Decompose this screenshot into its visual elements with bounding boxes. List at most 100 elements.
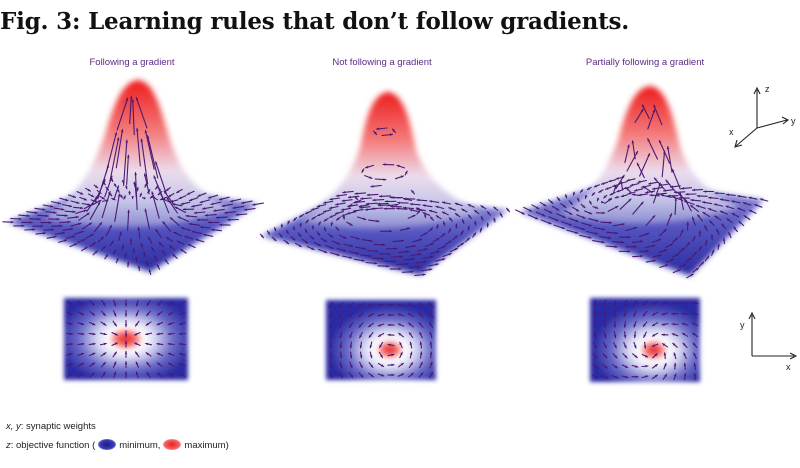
surface-arrow-head	[342, 216, 346, 220]
field-arrow-head	[388, 333, 391, 337]
field-arrow-head	[134, 332, 138, 336]
field-arrow-head	[168, 302, 172, 305]
field-arrow-head	[419, 322, 422, 326]
surface-arrow-head	[152, 196, 156, 199]
surface-arrow-head	[588, 211, 592, 215]
field-arrow-head	[623, 335, 627, 338]
field-arrow-head	[604, 365, 608, 369]
field-arrow-head	[113, 303, 117, 306]
surface-arrow-head	[173, 232, 177, 235]
surface-arrow-head	[194, 211, 197, 215]
surface-arrow-head	[311, 216, 315, 220]
field-arrow-head	[349, 314, 352, 318]
surface-arrow-head	[663, 189, 667, 192]
field-arrow-head	[146, 362, 150, 366]
surface-arrow-head	[386, 264, 389, 268]
field-arrow-head	[418, 303, 422, 306]
surface-arrow-head	[436, 215, 439, 219]
surface-arrow-head	[144, 184, 148, 188]
surface-arrow-head	[97, 202, 100, 205]
field-arrow-head	[643, 323, 646, 327]
surface-arrow-head	[64, 214, 68, 217]
surface-arrow-head	[116, 189, 120, 193]
surface-arrow-head	[10, 220, 14, 224]
surface-arrow-head	[609, 197, 612, 201]
field-arrow-head	[652, 344, 655, 347]
surface-arrow	[619, 198, 632, 210]
axis-3d-y-label: y	[791, 116, 796, 126]
surface-arrow-head	[299, 223, 303, 227]
field-arrow-head	[124, 341, 128, 344]
axes-3d-icon	[734, 86, 790, 148]
surface-arrow-head	[652, 187, 656, 191]
field-arrow-head	[145, 342, 149, 346]
surface-arrow-head	[116, 185, 119, 189]
field-arrow-head	[91, 372, 95, 376]
surface-arrow-head	[181, 227, 185, 230]
field-arrow-head	[80, 302, 84, 305]
field-arrow-head	[91, 302, 95, 306]
surface-arrow-head	[400, 175, 404, 179]
vector-field-not-following	[326, 300, 436, 380]
surface-arrow-head	[448, 207, 452, 210]
surface-arrow-head	[601, 182, 605, 185]
surface-arrow-head	[462, 219, 465, 223]
surface-arrow-head	[588, 201, 592, 205]
field-arrow-head	[633, 324, 637, 328]
surface-arrow-head	[42, 208, 46, 211]
surface-arrow-head	[292, 237, 295, 241]
surface-arrow-head	[365, 208, 368, 211]
surface-arrow-head	[94, 200, 98, 203]
field-arrow-head	[349, 324, 352, 328]
surface-arrow-head	[222, 204, 225, 208]
surface-arrow-head	[324, 218, 327, 222]
panel-title-following: Following a gradient	[89, 57, 175, 68]
field-arrow-head	[683, 363, 687, 366]
surface-arrow	[132, 98, 135, 136]
surface-arrow	[135, 96, 148, 129]
surface-arrow-head	[602, 211, 605, 215]
field-arrow-head	[113, 361, 117, 365]
field-arrow-head	[398, 313, 401, 317]
surface-arrow-head	[638, 193, 642, 197]
surface-arrow-head	[365, 165, 369, 169]
surface-arrow-head	[646, 249, 649, 253]
surface-arrow-head	[630, 183, 634, 187]
surface-arrow-head	[144, 130, 148, 134]
field-arrow-head	[652, 333, 656, 337]
surface-arrow-head	[710, 234, 714, 238]
field-arrow-head	[388, 303, 391, 307]
surface-arrow-head	[74, 243, 77, 246]
field-arrow-head	[419, 342, 423, 345]
surface-arrow-head	[665, 264, 668, 267]
surface-arrow-head	[748, 196, 752, 200]
field-arrow-head	[409, 342, 413, 345]
field-arrow-head	[643, 345, 647, 349]
field-arrow-head	[409, 352, 413, 355]
surface-arrow-head	[356, 251, 359, 255]
field-arrow-head	[682, 333, 686, 336]
surface-arrow-head	[349, 256, 352, 259]
surface-arrow	[155, 161, 167, 195]
field-arrow-head	[594, 355, 597, 359]
field-arrow-head	[408, 323, 412, 326]
field-arrow-head	[594, 345, 597, 348]
field-arrow-head	[682, 322, 685, 326]
panel-title-partially-following: Partially following a gradient	[585, 57, 705, 68]
surface-arrow-head	[342, 190, 346, 194]
surface-arrow-head	[690, 205, 694, 208]
surface-arrow-head	[614, 245, 618, 248]
field-arrow-head	[329, 335, 333, 338]
field-arrow-head	[594, 365, 598, 369]
surface-arrow-head	[45, 214, 49, 218]
surface-arrow-head	[29, 221, 33, 224]
surface-arrow-head	[110, 178, 113, 182]
surface-arrow-head	[186, 214, 189, 218]
surface-arrow-head	[304, 240, 308, 243]
surface-arrow-head	[500, 213, 503, 216]
field-arrow-head	[391, 373, 394, 377]
legend-vars-xy: x, y	[6, 421, 21, 432]
field-arrow-head	[401, 373, 404, 376]
surface-arrow-head	[101, 196, 105, 200]
surface-arrow-head	[349, 223, 353, 226]
